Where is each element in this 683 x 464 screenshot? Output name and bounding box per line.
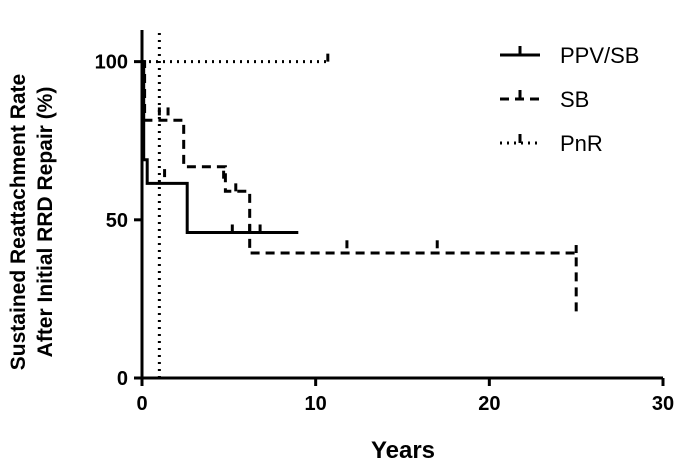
legend-label: PPV/SB	[560, 43, 639, 68]
y-axis-title-line2: After Initial RRD Repair (%)	[34, 87, 57, 358]
x-tick-label: 0	[136, 393, 147, 415]
legend-label: SB	[560, 87, 589, 112]
series-line-sb	[142, 60, 578, 315]
x-tick-label: 30	[652, 393, 674, 415]
y-tick-label: 0	[117, 368, 128, 390]
y-tick-label: 100	[95, 52, 128, 74]
y-axis-title-line1: Sustained Reattachment Rate	[7, 74, 30, 370]
x-tick-label: 20	[478, 393, 500, 415]
legend: PPV/SB SB PnR	[500, 43, 639, 156]
x-axis-title: Years	[371, 437, 435, 464]
series-line-ppv-sb	[142, 60, 299, 234]
legend-label: PnR	[560, 131, 603, 156]
x-tick-label: 10	[305, 393, 327, 415]
y-tick-label: 50	[106, 210, 128, 232]
